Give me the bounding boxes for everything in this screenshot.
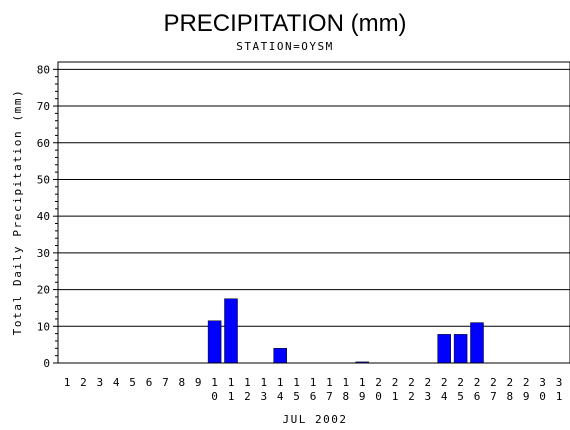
x-tick-label: 1 xyxy=(64,376,71,389)
y-tick-label: 10 xyxy=(37,320,50,333)
x-axis-label: JUL 2002 xyxy=(283,413,348,426)
bar-day-10 xyxy=(207,320,222,364)
x-tick-label: 9 xyxy=(195,376,202,389)
y-tick-label: 50 xyxy=(37,173,50,186)
y-tick-label: 30 xyxy=(37,247,50,260)
x-tick-label: 8 xyxy=(178,376,185,389)
x-axis-ticks: 1 2 3 4 5 6 7 8 9 1 01 11 21 31 41 51 61 71 81 92 02 12 22 32 42… xyxy=(64,376,563,403)
bar-day-14 xyxy=(273,348,287,364)
bars xyxy=(207,298,484,364)
bar-day-11 xyxy=(224,298,238,364)
x-tick-label: 2 xyxy=(80,376,87,389)
plot-frame xyxy=(57,61,570,364)
y-tick-label: 60 xyxy=(37,137,50,150)
x-tick-label: 7 xyxy=(162,376,169,389)
x-tick-label: 6 xyxy=(146,376,153,389)
x-tick-label: 5 xyxy=(129,376,136,389)
x-tick-label: 3 xyxy=(96,376,103,389)
y-tick-label: 40 xyxy=(37,210,50,223)
gridlines xyxy=(58,68,570,327)
bar-day-26 xyxy=(470,322,484,364)
y-tick-label: 0 xyxy=(43,357,50,370)
y-axis-ticks: 0 10 20 30 40 50 60 70 80 xyxy=(37,63,58,370)
y-tick-label: 20 xyxy=(37,284,50,297)
y-tick-label: 80 xyxy=(37,63,50,76)
chart-subtitle: STATION=OYSM xyxy=(236,40,333,53)
chart-title: PRECIPITATION (mm) xyxy=(163,10,406,37)
y-axis-label: Total Daily Precipitation (mm) xyxy=(11,89,24,336)
y-tick-label: 70 xyxy=(37,100,50,113)
bar-day-25 xyxy=(453,334,468,364)
x-tick-label: 4 xyxy=(113,376,120,389)
bar-day-24 xyxy=(437,334,451,364)
